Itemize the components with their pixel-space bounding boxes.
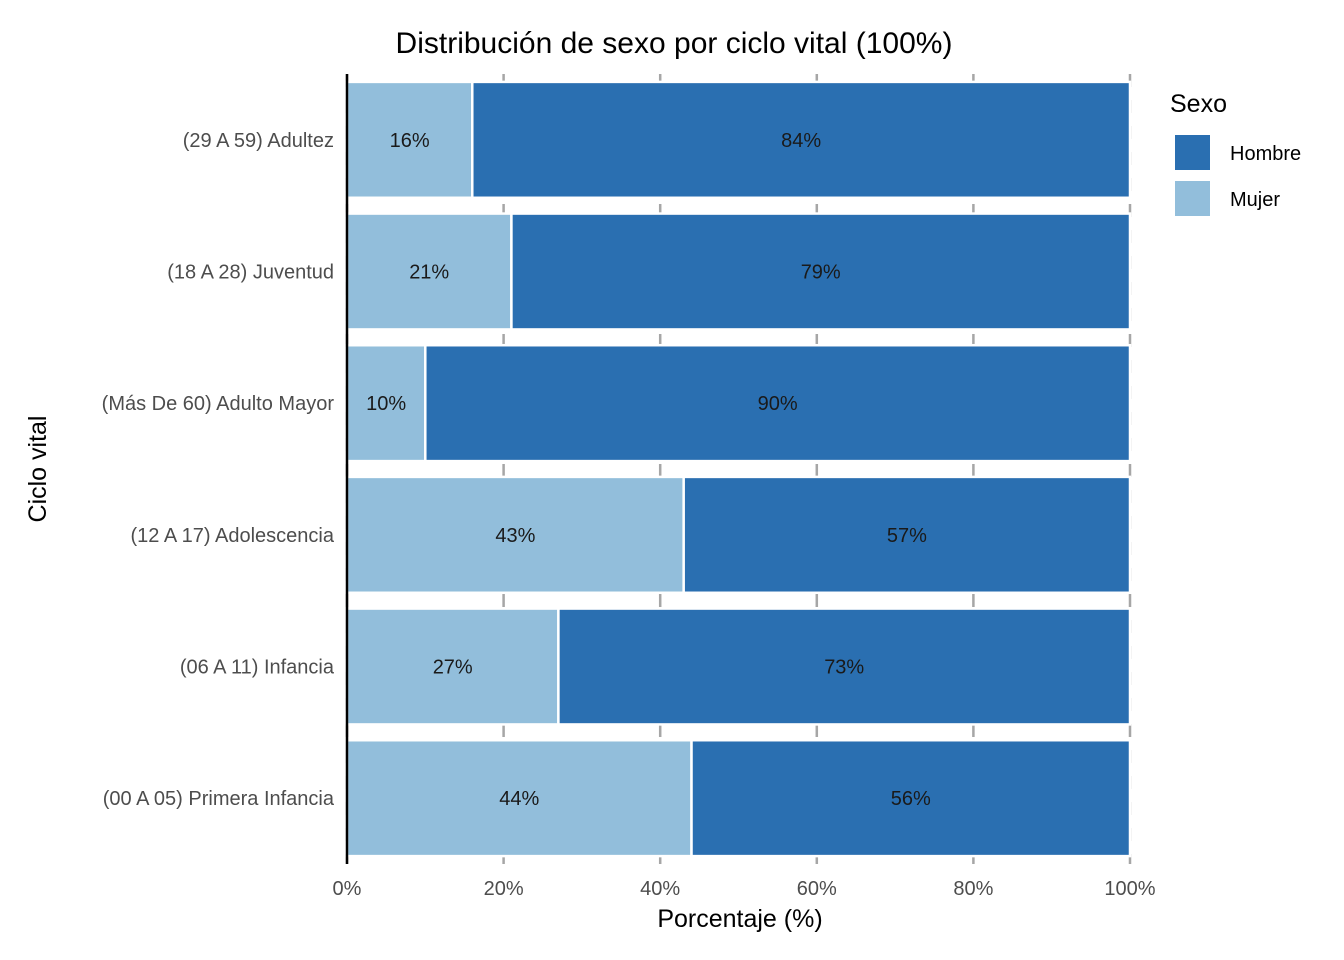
bar-hombre-4 <box>557 607 1132 726</box>
x-tick-label: 100% <box>1104 878 1155 900</box>
bar-hombre-5 <box>690 738 1132 858</box>
bar-hombre-3 <box>682 475 1132 595</box>
y-tick-label: (18 A 28) Juventud <box>167 262 334 284</box>
legend-title: Sexo <box>1170 90 1227 118</box>
x-tick-label: 40% <box>640 878 680 900</box>
bar-labels: 16% 84% 21% 79% 10% 90% 43% 57% 27% 73% 44% 56% <box>366 130 931 810</box>
bar-label-hombre-1: 79% <box>801 262 841 284</box>
y-tick-label: (Más De 60) Adulto Mayor <box>102 393 335 415</box>
bar-hombre-0 <box>471 80 1132 200</box>
bar-hombre-2 <box>424 343 1132 463</box>
bar-label-mujer-5: 44% <box>499 788 539 810</box>
legend-label-mujer: Mujer <box>1230 189 1280 211</box>
bar-label-mujer-0: 16% <box>390 130 430 152</box>
bar-label-hombre-3: 57% <box>887 525 927 547</box>
bars <box>345 80 1132 858</box>
y-axis-title: Ciclo vital <box>24 416 52 523</box>
x-tick-label: 0% <box>333 878 362 900</box>
bar-label-mujer-2: 10% <box>366 393 406 415</box>
y-tick-label: (00 A 05) Primera Infancia <box>103 788 335 810</box>
legend-items: Hombre Mujer <box>1175 135 1301 216</box>
x-tick-label: 20% <box>484 878 524 900</box>
y-tick-label: (29 A 59) Adultez <box>183 130 334 152</box>
bar-mujer-5 <box>345 738 693 858</box>
legend-swatch-mujer <box>1175 181 1210 216</box>
bar-label-mujer-1: 21% <box>409 262 449 284</box>
chart-title: Distribución de sexo por ciclo vital (10… <box>396 27 953 60</box>
y-tick-label: (12 A 17) Adolescencia <box>131 525 335 547</box>
bar-label-hombre-0: 84% <box>781 130 821 152</box>
bar-mujer-2 <box>345 343 427 463</box>
legend: Sexo Hombre Mujer <box>1170 90 1301 216</box>
bar-label-hombre-4: 73% <box>824 657 864 679</box>
bar-label-hombre-5: 56% <box>891 788 931 810</box>
bar-label-hombre-2: 90% <box>758 393 798 415</box>
x-tick-label: 60% <box>797 878 837 900</box>
bar-mujer-4 <box>345 607 560 726</box>
y-tick-labels: (29 A 59) Adultez (18 A 28) Juventud (Más … <box>102 130 335 810</box>
bar-hombre-1 <box>510 212 1132 331</box>
bar-label-mujer-3: 43% <box>495 525 535 547</box>
legend-label-hombre: Hombre <box>1230 143 1301 165</box>
x-axis-title: Porcentaje (%) <box>657 905 822 933</box>
legend-swatch-hombre <box>1175 135 1210 170</box>
x-tick-labels: 0% 20% 40% 60% 80% 100% <box>333 878 1156 900</box>
bar-label-mujer-4: 27% <box>433 657 473 679</box>
y-tick-label: (06 A 11) Infancia <box>180 657 335 679</box>
bar-mujer-3 <box>345 475 685 595</box>
bar-mujer-0 <box>345 80 474 200</box>
x-tick-label: 80% <box>953 878 993 900</box>
